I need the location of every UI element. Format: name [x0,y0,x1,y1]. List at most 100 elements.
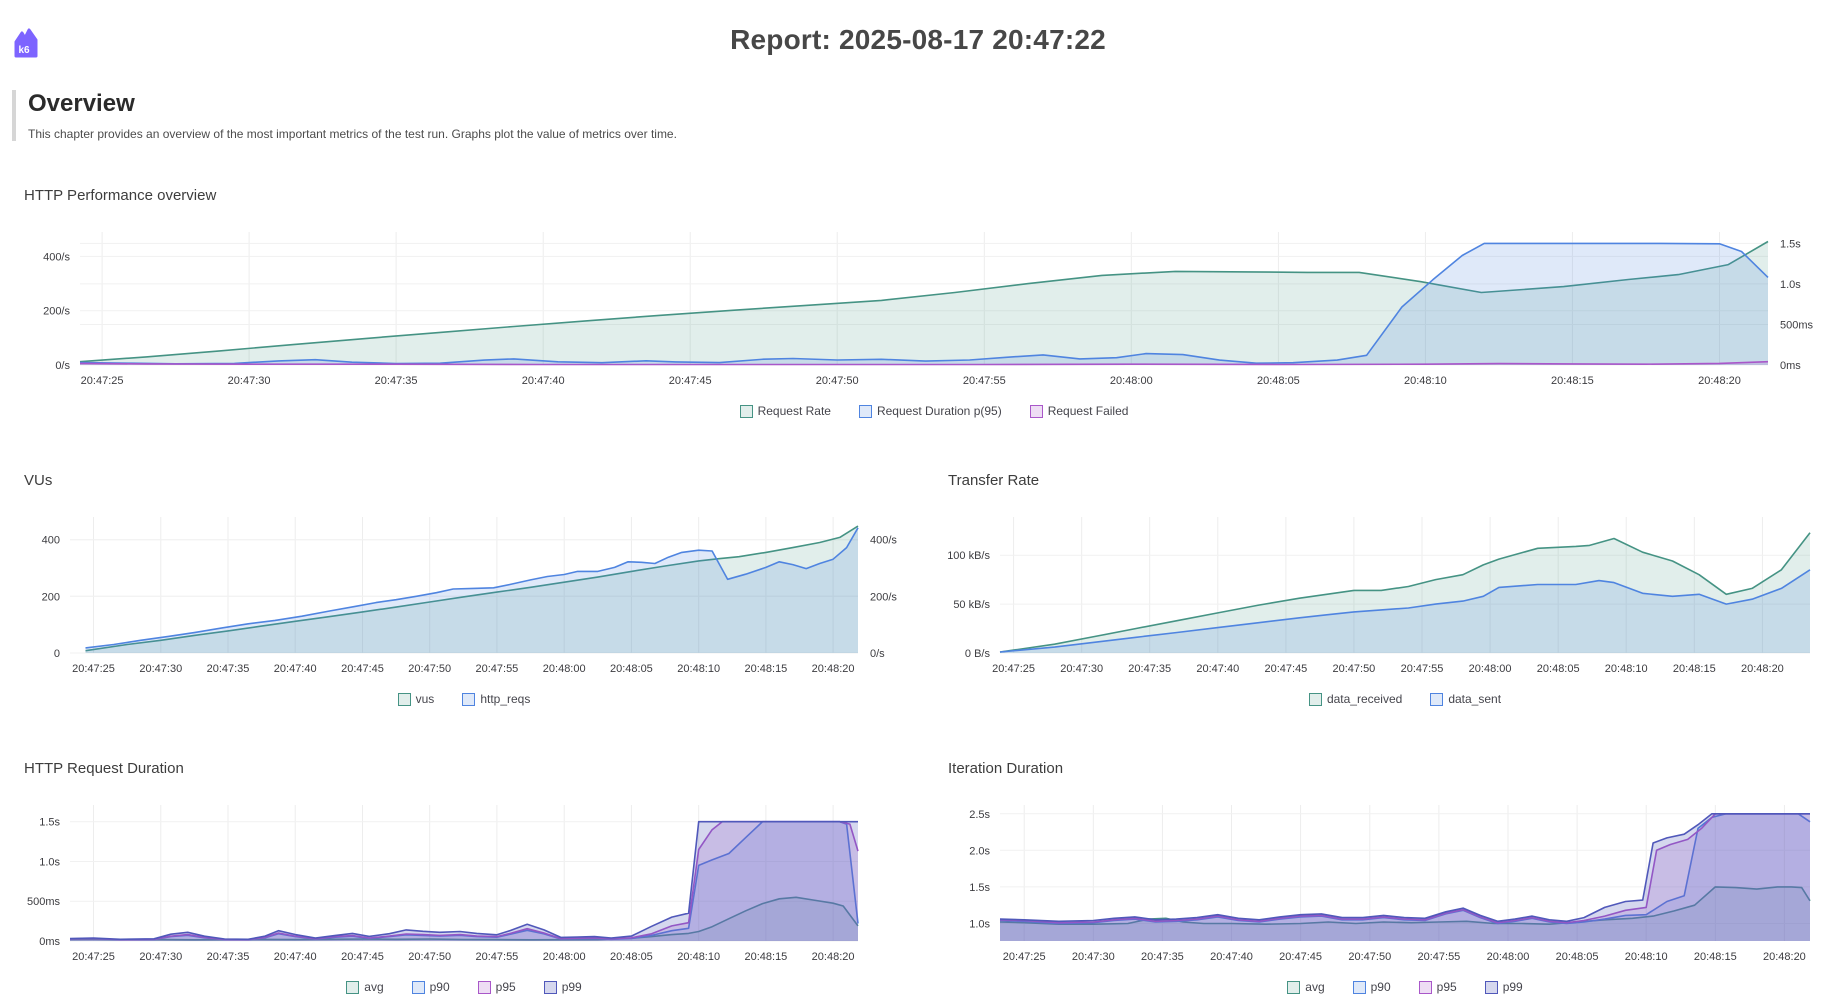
svg-text:20:48:05: 20:48:05 [1556,951,1599,963]
svg-text:2.0s: 2.0s [969,845,990,857]
legend-swatch-icon [477,980,491,994]
svg-text:20:47:35: 20:47:35 [207,951,250,963]
legend-item[interactable]: data_sent [1430,692,1501,706]
legend-item[interactable]: vus [397,692,434,706]
svg-text:20:48:10: 20:48:10 [677,951,720,963]
svg-text:0ms: 0ms [1780,360,1801,372]
svg-text:20:48:00: 20:48:00 [543,663,586,675]
transfer-rate-plot[interactable]: 20:47:25 20:47:30 20:47:35 20:47:40 20:47:45… [936,505,1816,683]
legend-item[interactable]: Request Duration p(95) [858,404,1002,418]
legend-swatch-icon [1029,404,1043,418]
legend-label: p90 [1370,980,1391,994]
svg-text:500ms: 500ms [1780,320,1814,332]
svg-text:50 kB/s: 50 kB/s [953,599,990,611]
svg-text:20:47:30: 20:47:30 [139,663,182,675]
http-performance-plot[interactable]: 20:47:25 20:47:30 20:47:35 20:47:40 20:47:45… [24,220,1816,395]
vus-plot[interactable]: 20:47:25 20:47:30 20:47:35 20:47:40 20:47:45… [24,505,900,683]
svg-text:20:47:40: 20:47:40 [1196,663,1239,675]
chart-http-performance: HTTP Performance overview 20:47:25 20:47:… [24,187,1836,418]
chart-transfer-rate: Transfer Rate 20:47:25 20:47:30 20:47:35 20… [936,472,1816,706]
legend-item[interactable]: avg [1287,980,1325,994]
svg-text:20:47:30: 20:47:30 [1072,951,1115,963]
svg-text:200/s: 200/s [870,591,897,603]
legend-item[interactable]: http_reqs [462,692,530,706]
chart-legend: avg p90 p95 p99 [936,980,1816,994]
svg-text:100 kB/s: 100 kB/s [947,550,990,562]
http-request-duration-plot[interactable]: 20:47:25 20:47:30 20:47:35 20:47:40 20:47:45… [24,793,900,971]
legend-item[interactable]: Request Rate [739,404,831,418]
legend-label: avg [1305,980,1325,994]
svg-text:1.5s: 1.5s [1780,238,1801,250]
svg-text:20:48:20: 20:48:20 [1741,663,1784,675]
legend-swatch-icon [411,980,425,994]
legend-swatch-icon [1287,980,1301,994]
svg-text:20:47:35: 20:47:35 [375,375,418,387]
svg-text:20:47:55: 20:47:55 [475,663,518,675]
legend-item[interactable]: Request Failed [1029,404,1128,418]
svg-text:200/s: 200/s [43,306,70,318]
svg-text:1.5s: 1.5s [39,817,60,829]
svg-text:20:47:45: 20:47:45 [341,663,384,675]
svg-text:20:48:00: 20:48:00 [543,951,586,963]
svg-text:20:48:00: 20:48:00 [1469,663,1512,675]
legend-item[interactable]: p95 [477,980,516,994]
legend-swatch-icon [397,692,411,706]
svg-text:20:48:05: 20:48:05 [1257,375,1300,387]
svg-text:20:48:10: 20:48:10 [1404,375,1447,387]
svg-text:20:47:25: 20:47:25 [81,375,124,387]
svg-text:20:47:40: 20:47:40 [274,951,317,963]
legend-item[interactable]: p90 [411,980,450,994]
legend-swatch-icon [1418,980,1432,994]
overview-heading: Overview [28,90,135,117]
iteration-duration-plot[interactable]: 20:47:25 20:47:30 20:47:35 20:47:40 20:47:45… [936,793,1816,971]
svg-text:20:47:45: 20:47:45 [341,951,384,963]
svg-text:k6: k6 [19,45,31,56]
legend-item[interactable]: data_received [1308,692,1403,706]
chart-title: HTTP Performance overview [24,187,217,204]
svg-text:20:48:15: 20:48:15 [1551,375,1594,387]
legend-swatch-icon [1352,980,1366,994]
page-header: k6 Report: 2025-08-17 20:47:22 [0,0,1836,66]
svg-text:20:47:50: 20:47:50 [816,375,859,387]
svg-text:20:48:10: 20:48:10 [1625,951,1668,963]
overview-section: Overview This chapter provides an overvi… [12,90,1836,141]
svg-text:20:47:45: 20:47:45 [1264,663,1307,675]
svg-text:20:47:55: 20:47:55 [1401,663,1444,675]
chart-vus: VUs 20:47:25 20:47:30 20:47:35 20:47:40 20:4… [24,472,900,706]
chart-title: VUs [24,472,53,489]
legend-item[interactable]: avg [346,980,384,994]
svg-text:20:47:40: 20:47:40 [274,663,317,675]
svg-text:1.0s: 1.0s [39,857,60,869]
svg-text:20:48:20: 20:48:20 [812,951,855,963]
svg-text:20:48:20: 20:48:20 [1698,375,1741,387]
chart-legend: Request Rate Request Duration p(95) Reques… [24,404,1836,418]
svg-text:0/s: 0/s [870,648,885,660]
legend-label: data_received [1326,692,1403,706]
legend-item[interactable]: p95 [1418,980,1457,994]
svg-text:20:48:15: 20:48:15 [1673,663,1716,675]
svg-text:20:47:40: 20:47:40 [522,375,565,387]
legend-item[interactable]: p99 [543,980,582,994]
svg-text:20:47:30: 20:47:30 [228,375,271,387]
svg-text:20:47:55: 20:47:55 [475,951,518,963]
legend-item[interactable]: p99 [1484,980,1523,994]
svg-text:20:47:30: 20:47:30 [1060,663,1103,675]
legend-item[interactable]: p90 [1352,980,1391,994]
svg-text:400/s: 400/s [43,251,70,263]
chart-legend: avg p90 p95 p99 [24,980,900,994]
svg-text:20:48:15: 20:48:15 [744,663,787,675]
svg-text:0/s: 0/s [55,360,70,372]
svg-text:20:48:05: 20:48:05 [1537,663,1580,675]
svg-text:20:47:40: 20:47:40 [1210,951,1253,963]
svg-text:20:47:25: 20:47:25 [72,663,115,675]
chart-http-request-duration: HTTP Request Duration 20:47:25 20:47:30 20… [24,760,900,994]
svg-text:200: 200 [42,591,60,603]
svg-text:2.5s: 2.5s [969,809,990,821]
legend-label: p95 [495,980,516,994]
chart-legend: data_received data_sent [936,692,1816,706]
svg-text:20:47:45: 20:47:45 [1279,951,1322,963]
svg-text:20:47:25: 20:47:25 [992,663,1035,675]
svg-text:20:47:30: 20:47:30 [139,951,182,963]
legend-label: avg [364,980,384,994]
svg-text:20:48:20: 20:48:20 [812,663,855,675]
